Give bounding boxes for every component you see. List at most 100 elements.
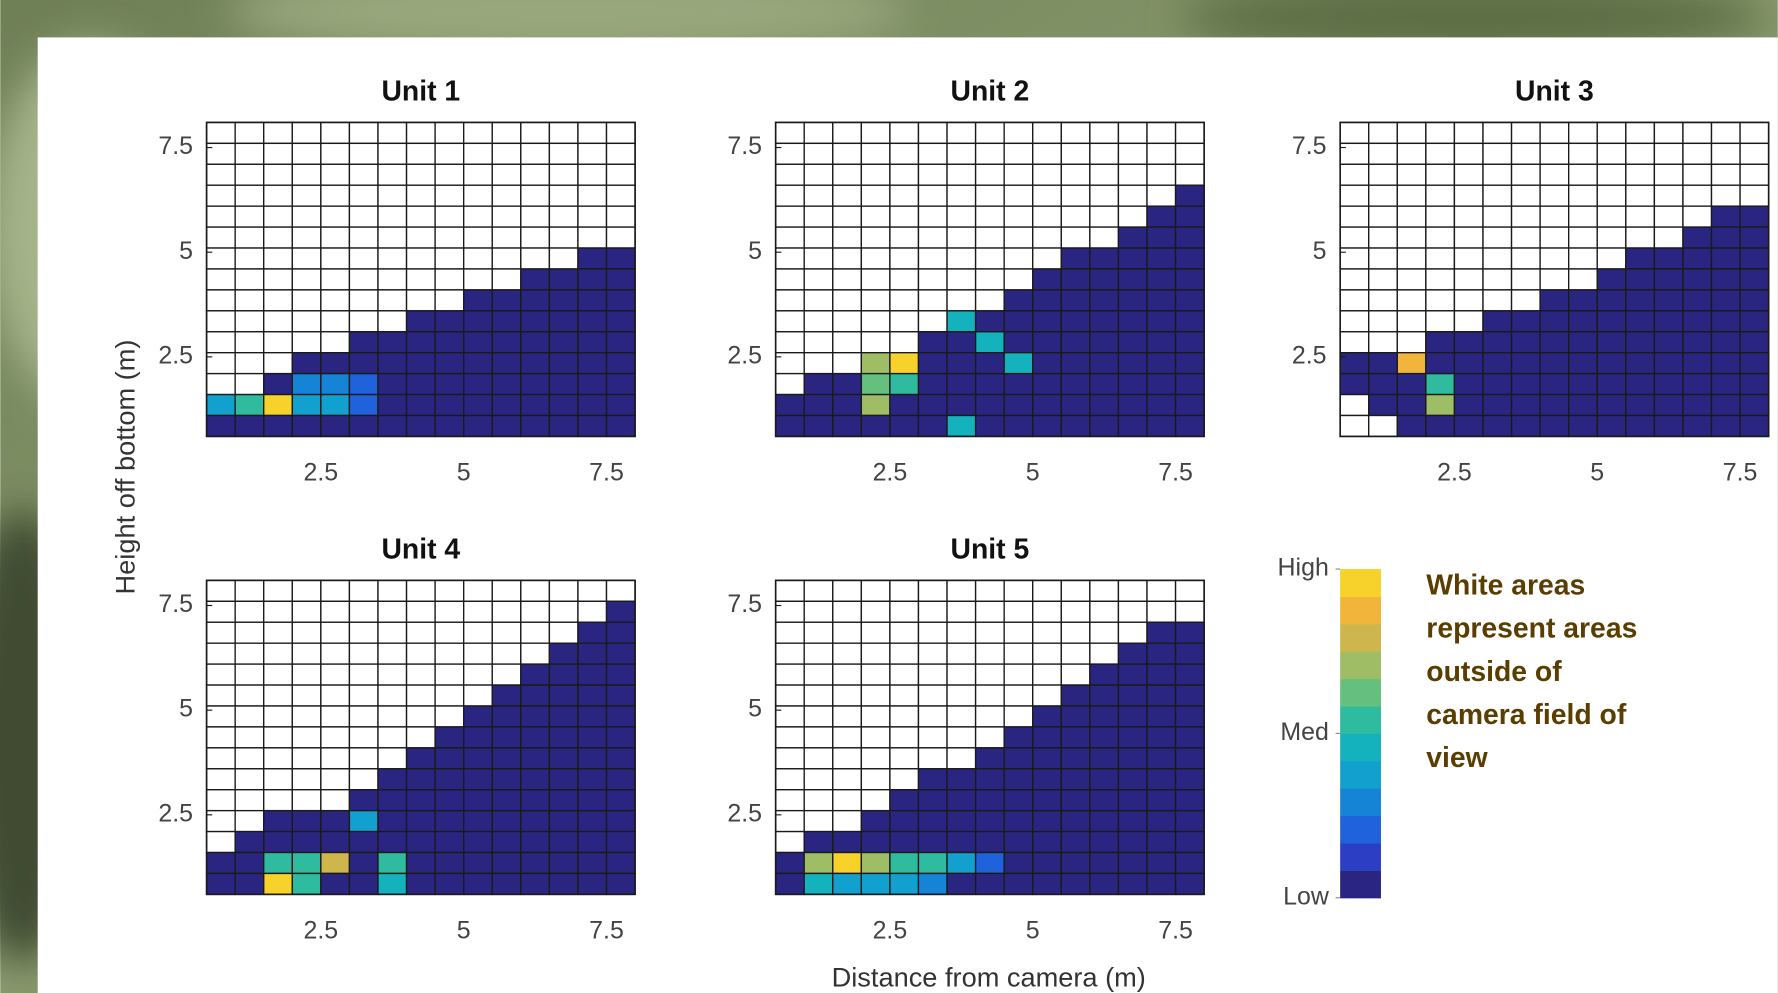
empty-cell [434,621,465,644]
empty-cell [577,142,608,165]
heatmap-cell [1032,310,1062,333]
empty-cell [434,642,465,665]
heatmap-cell [491,872,522,896]
heatmap-cell [577,872,608,896]
empty-cell [1368,247,1398,270]
empty-cell [1117,205,1148,228]
heatmap-cell [1739,247,1770,270]
heatmap-cell [348,851,379,875]
heatmap-cell [1060,705,1091,728]
heatmap-cell [1060,393,1091,417]
empty-cell [832,289,863,312]
empty-cell [1339,205,1370,228]
heatmap-cell [605,684,636,707]
empty-cell [291,579,322,602]
heatmap-cell [1003,372,1034,396]
x-tick-label: 2.5 [873,916,908,944]
heatmap-cell [1117,768,1148,791]
empty-cell [1425,184,1456,207]
empty-cell [860,226,891,249]
empty-cell [889,642,920,665]
empty-cell [1396,331,1427,354]
heatmap-cell [548,663,579,686]
empty-cell [377,247,408,270]
empty-cell [1060,205,1091,228]
heatmap-cell [1117,414,1148,438]
empty-cell [803,789,834,812]
empty-cell [1510,142,1541,165]
empty-cell [491,600,522,623]
empty-cell [1653,205,1684,228]
heatmap-cell [1146,684,1177,707]
heatmap-cell [1174,331,1205,354]
heatmap-cell [917,809,948,833]
heatmap-cell [1032,289,1062,312]
empty-cell [548,226,579,249]
heatmap-cell [1710,247,1741,270]
y-tick-label: 7.5 [158,132,193,160]
heatmap-cell [974,414,1005,438]
empty-cell [1453,121,1484,145]
empty-cell [348,663,379,686]
empty-cell [320,247,351,270]
empty-cell [463,579,493,602]
empty-cell [1682,184,1713,207]
heatmap-cell [1174,705,1205,728]
empty-cell [917,205,948,228]
empty-cell [917,600,948,623]
empty-cell [1339,184,1370,207]
heatmap-cell [291,872,322,896]
heatmap-cell [1032,705,1062,728]
empty-cell [234,747,265,770]
heatmap-cell [548,414,579,438]
empty-cell [405,663,436,686]
empty-cell [803,121,834,145]
empty-cell [803,331,834,354]
empty-cell [803,642,834,665]
empty-cell [320,789,351,812]
empty-cell [291,247,322,270]
heatmap-cell [577,705,608,728]
plot-frame [205,579,636,896]
heatmap-cell [860,393,891,417]
heatmap-cell [491,352,522,375]
empty-cell [803,663,834,686]
empty-cell [1482,163,1513,186]
empty-cell [377,684,408,707]
empty-cell [860,268,891,291]
heatmap-cell [889,372,920,396]
heatmap-cell [1089,872,1120,896]
heatmap-cell [291,851,322,875]
empty-cell [1653,163,1684,186]
heatmap-cell [1174,872,1205,896]
empty-cell [860,600,891,623]
heatmap-cell [1174,247,1205,270]
empty-cell [491,184,522,207]
empty-cell [263,579,293,602]
heatmap-cell [946,331,977,354]
heatmap-cell [946,872,977,896]
y-tick-label: 7.5 [158,590,193,618]
empty-cell [946,163,977,186]
empty-cell [377,600,408,623]
heatmap-cell [520,726,551,749]
heatmap-cell [889,393,920,417]
empty-cell [1003,247,1034,270]
empty-cell [889,163,920,186]
empty-cell [463,684,493,707]
heatmap-cell [605,809,636,833]
heatmap-cell [205,851,236,875]
empty-cell [463,621,493,644]
heatmap-cell [974,747,1005,770]
heatmap-cell [577,830,608,854]
empty-cell [1032,579,1062,602]
heatmap-cell [1368,393,1398,417]
empty-cell [263,289,293,312]
empty-cell [917,747,948,770]
heatmap-cell [548,372,579,396]
heatmap-cell [803,872,834,896]
empty-cell [946,289,977,312]
empty-cell [234,600,265,623]
empty-cell [548,184,579,207]
heatmap-cell [577,809,608,833]
